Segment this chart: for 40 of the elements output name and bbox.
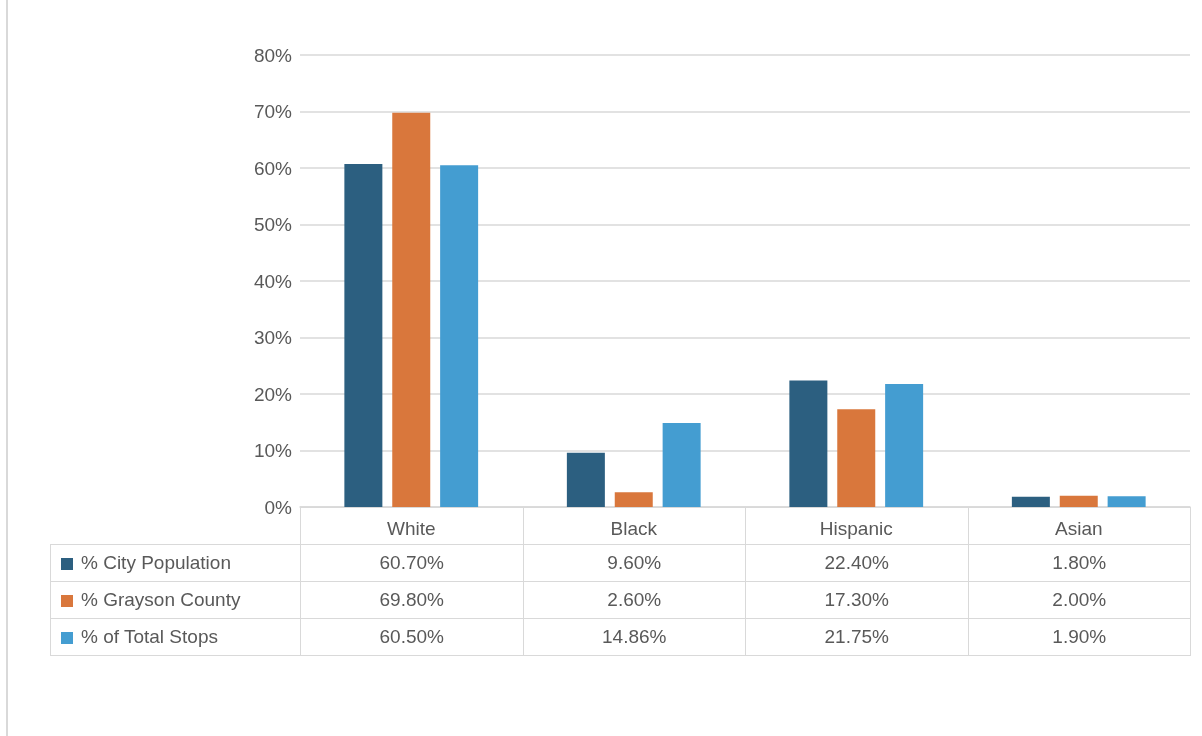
bar [885,384,924,507]
y-tick-label: 80% [253,44,293,66]
bar [344,164,383,507]
data-label: 14.86% [523,618,746,656]
data-label: 1.80% [968,544,1191,582]
data-label: 21.75% [745,618,968,656]
bar [614,492,653,507]
legend-label: % of Total Stops [50,618,301,656]
bar [1107,496,1146,507]
legend-label: % City Population [50,544,301,582]
x-tick-label: Asian [1054,518,1103,539]
data-label: 69.80% [300,581,523,619]
bar [440,165,479,507]
data-label: 17.30% [745,581,968,619]
y-tick-label: 60% [253,157,293,179]
y-tick-label: 40% [253,270,293,292]
data-label: 22.40% [745,544,968,582]
y-tick-label: 20% [253,383,293,405]
bar [662,423,701,507]
data-label: 9.60% [523,544,746,582]
y-tick-label: 70% [253,101,293,122]
bar [1011,496,1050,507]
x-tick-label: White [386,518,436,539]
data-label: 2.00% [968,581,1191,619]
data-label: 60.50% [300,618,523,656]
bar [789,380,828,507]
x-tick-label: Black [610,518,658,539]
y-tick-label: 50% [253,214,293,235]
bar [566,452,605,507]
legend-label: % Grayson County [50,581,301,619]
data-label: 1.90% [968,618,1191,656]
y-tick-label: 10% [253,440,293,461]
y-tick-label: 0% [264,496,293,518]
y-tick-label: 30% [253,327,293,348]
x-tick-label: Hispanic [819,518,893,539]
data-label: 2.60% [523,581,746,619]
bar [392,112,431,507]
bar [1059,495,1098,507]
data-label: 60.70% [300,544,523,582]
bar [837,409,876,507]
